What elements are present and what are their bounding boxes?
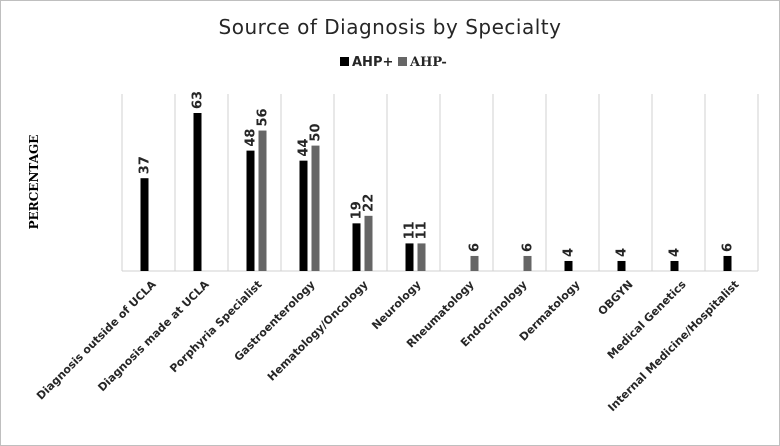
data-label: 19	[350, 201, 365, 219]
bar-ahp-minus-endocrinology	[523, 255, 532, 271]
bar-ahp-minus-porphyria-specialist	[258, 130, 267, 271]
x-tick-label: OBGYN	[596, 278, 636, 318]
legend: AHP+ AHP-	[340, 55, 447, 70]
data-label: 48	[244, 129, 259, 147]
x-tick-label: Neurology	[369, 278, 423, 332]
data-label: 6	[468, 243, 483, 252]
data-label: 6	[721, 243, 736, 252]
bar-ahp-plus-medical-genetics	[670, 260, 679, 271]
data-label: 22	[362, 194, 377, 212]
data-label: 50	[309, 124, 324, 142]
legend-label-ahp-minus: AHP-	[409, 55, 447, 70]
legend-label-ahp-plus: AHP+	[352, 55, 393, 70]
bar-ahp-minus-hematology-oncology	[364, 215, 373, 271]
data-label: 63	[191, 91, 206, 109]
bar-ahp-plus-dermatology	[564, 260, 573, 271]
data-label: 4	[562, 248, 577, 257]
bar-ahp-minus-gastroenterology	[311, 145, 320, 271]
data-label: 11	[403, 221, 418, 239]
x-tick-label: Hematology/Oncology	[265, 278, 371, 384]
x-tick-label: Diagnosis made at UCLA	[95, 278, 212, 395]
bar-ahp-plus-internal-medicine-hospitalist	[723, 255, 732, 271]
data-label: 6	[521, 243, 536, 252]
data-label: 4	[668, 248, 683, 257]
bar-ahp-minus-neurology	[417, 243, 426, 271]
data-label: 37	[138, 156, 153, 174]
data-label: 11	[415, 221, 430, 239]
legend-swatch-ahp-minus	[398, 57, 407, 66]
bar-ahp-plus-neurology	[405, 243, 414, 271]
bar-ahp-plus-hematology-oncology	[352, 223, 361, 271]
bar-ahp-plus-diagnosis-made-at-ucla	[193, 113, 202, 271]
data-label: 56	[256, 108, 271, 126]
bar-ahp-plus-obgyn	[617, 260, 626, 271]
bar-ahp-plus-gastroenterology	[299, 160, 308, 271]
bar-ahp-plus-diagnosis-outside-of-ucla	[140, 178, 149, 271]
data-label: 44	[297, 139, 312, 157]
bar-ahp-minus-rheumatology	[470, 255, 479, 271]
data-label: 4	[615, 248, 630, 257]
x-tick-label: Porphyria Specialist	[167, 278, 264, 375]
legend-swatch-ahp-plus	[340, 57, 349, 66]
chart-title: Source of Diagnosis by Specialty	[219, 15, 562, 39]
y-axis-label: PERCENTAGE	[27, 135, 41, 230]
bar-ahp-plus-porphyria-specialist	[246, 150, 255, 271]
